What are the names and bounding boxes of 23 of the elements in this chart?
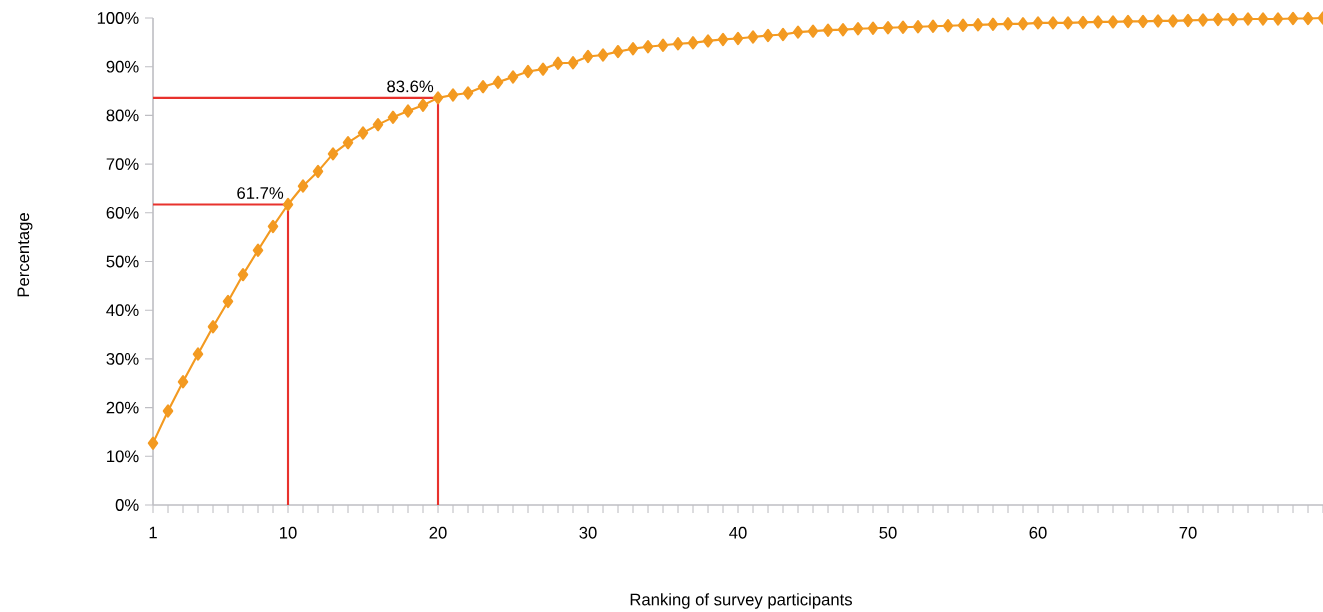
x-tick-label: 70 <box>1179 526 1197 539</box>
y-tick-label: 100% <box>97 12 139 24</box>
x-tick-label: 40 <box>729 526 747 539</box>
x-tick-label: 60 <box>1029 526 1047 539</box>
y-tick-label: 0% <box>115 499 139 511</box>
y-tick-label: 90% <box>106 60 139 73</box>
y-tick-label: 60% <box>106 206 139 219</box>
x-tick-label: 10 <box>280 526 297 539</box>
y-tick-label: 50% <box>106 255 139 268</box>
y-tick-label: 30% <box>106 353 139 365</box>
x-tick-label: 1 <box>149 526 157 539</box>
x-tick-label: 30 <box>579 526 597 539</box>
y-tick-label: 10% <box>107 450 139 463</box>
y-tick-label: 40% <box>106 304 139 317</box>
x-tick-label: 20 <box>429 526 447 539</box>
y-tick-label: 80% <box>106 109 139 122</box>
x-axis-title: Ranking of survey participants <box>630 593 852 609</box>
annotation: 83.6% <box>387 80 434 93</box>
y-tick-label: 70% <box>106 158 139 170</box>
x-tick-label: 50 <box>879 526 897 539</box>
y-tick-label: 20% <box>106 401 139 414</box>
y-axis-title: Percentage <box>17 213 33 297</box>
annotation: 61.7% <box>237 187 284 199</box>
